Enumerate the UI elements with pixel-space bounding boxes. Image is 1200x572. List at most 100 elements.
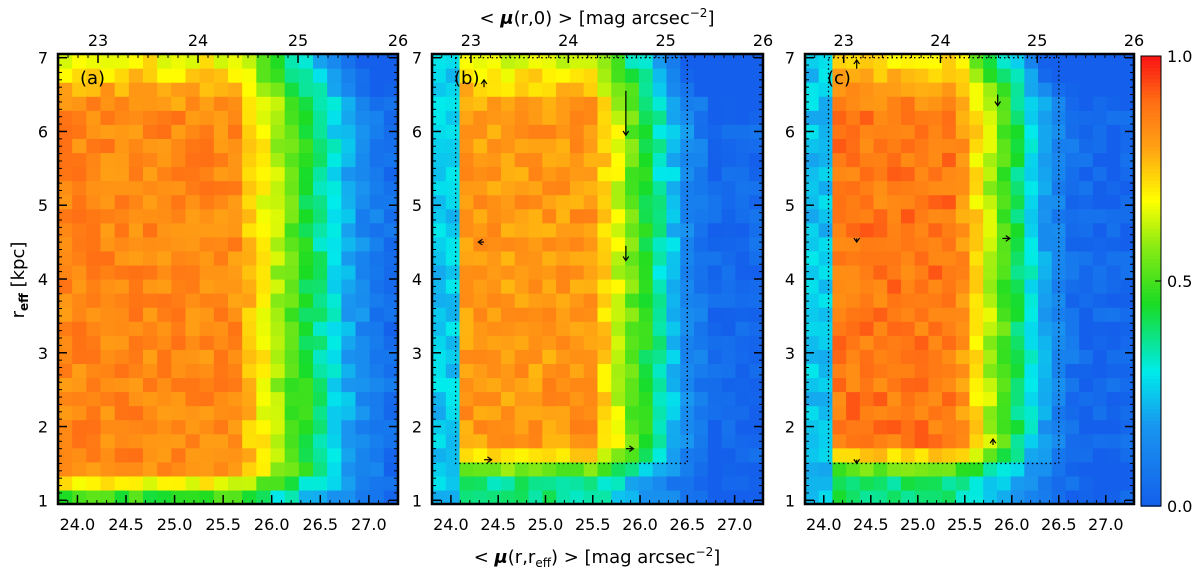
heatmap-cell <box>355 110 371 125</box>
heatmap-cell <box>242 166 257 182</box>
heatmap-cell <box>298 405 314 421</box>
heatmap-cell <box>355 489 371 505</box>
heatmap-cell <box>955 391 971 407</box>
heatmap-cell <box>58 363 73 379</box>
heatmap-cell <box>100 335 116 350</box>
heatmap-cell <box>638 419 654 435</box>
heatmap-cell <box>341 461 357 477</box>
top-axis-title: < μ(r,0) > [mag arcsec−2] <box>480 6 715 29</box>
heatmap-cell <box>383 405 399 421</box>
heatmap-cell <box>694 68 709 83</box>
heatmap-cell <box>213 405 229 421</box>
heatmap-cell <box>114 82 130 97</box>
heatmap-cell <box>459 475 474 491</box>
heatmap-cell <box>735 138 750 154</box>
heatmap-cell <box>887 54 902 69</box>
colorbar-segment <box>1141 393 1161 399</box>
heatmap-cell <box>143 250 158 266</box>
heatmap-cell <box>157 110 172 125</box>
heatmap-cell <box>805 250 820 266</box>
heatmap-cell <box>1010 68 1025 83</box>
heatmap-cell <box>969 419 984 435</box>
heatmap-cell <box>556 166 571 182</box>
heatmap-cell <box>128 124 144 139</box>
heatmap-cell <box>313 236 328 252</box>
heatmap-cell <box>284 475 300 491</box>
heatmap-cell <box>996 419 1012 435</box>
heatmap-cell <box>171 349 187 364</box>
heatmap-cell <box>805 222 820 238</box>
heatmap-cell <box>611 433 626 449</box>
heatmap-cell <box>805 110 820 125</box>
colorbar-segment <box>1141 449 1161 455</box>
heatmap-cell <box>597 377 612 393</box>
heatmap-cell <box>832 391 847 407</box>
heatmap-cell <box>58 236 73 252</box>
heatmap-cell <box>1092 250 1108 266</box>
heatmap-cell <box>735 82 750 97</box>
heatmap-cell <box>583 279 599 294</box>
heatmap-cell <box>256 208 272 224</box>
heatmap-cell <box>887 475 902 491</box>
colorbar-segment <box>1141 378 1161 384</box>
heatmap-cell <box>487 349 502 364</box>
colorbar-segment <box>1141 239 1161 245</box>
colorbar-segment <box>1141 401 1161 406</box>
heatmap-cell <box>556 152 571 168</box>
heatmap-cell <box>652 194 668 210</box>
heatmap-cell <box>583 489 599 505</box>
heatmap-cell <box>721 82 737 97</box>
heatmap-cell <box>327 264 342 280</box>
heatmap-cell <box>942 82 957 97</box>
heatmap-cell <box>72 461 87 477</box>
heatmap-cell <box>86 447 102 463</box>
heatmap-cell <box>625 349 640 364</box>
heatmap-cell <box>528 264 543 280</box>
heatmap-cell <box>983 236 998 252</box>
heatmap-cell <box>228 152 243 168</box>
heatmap-cell <box>383 96 399 111</box>
heatmap-cell <box>749 405 764 421</box>
heatmap-cell <box>432 250 447 266</box>
heatmap-cell <box>100 68 116 83</box>
heatmap-cell <box>900 194 916 210</box>
heatmap-cell <box>459 489 474 505</box>
heatmap-cell <box>341 321 357 336</box>
heatmap-cell <box>556 349 571 364</box>
heatmap-cell <box>114 208 130 224</box>
heatmap-cell <box>928 222 943 238</box>
heatmap-cell <box>445 68 461 83</box>
heatmap-cell <box>569 68 585 83</box>
heatmap-cell <box>1065 335 1080 350</box>
heatmap-cell <box>313 208 328 224</box>
heatmap-cell <box>1092 68 1108 83</box>
heatmap-cell <box>583 349 599 364</box>
heatmap-cell <box>583 166 599 182</box>
heatmap-cell <box>298 82 314 97</box>
heatmap-cell <box>721 250 737 266</box>
heatmap-cell <box>666 250 681 266</box>
heatmap-cell <box>666 377 681 393</box>
heatmap-cell <box>652 447 668 463</box>
heatmap-cell <box>327 293 342 308</box>
heatmap-cell <box>445 138 461 154</box>
heatmap-cell <box>652 250 668 266</box>
heatmap-cell <box>341 447 357 463</box>
heatmap-cell <box>528 363 543 379</box>
heatmap-cell <box>569 194 585 210</box>
heatmap-cell <box>445 419 461 435</box>
heatmap-cell <box>58 264 73 280</box>
heatmap-cell <box>514 335 530 350</box>
heatmap-cell <box>542 124 557 139</box>
heatmap-cell <box>157 124 172 139</box>
heatmap-cell <box>721 461 737 477</box>
heatmap-cell <box>638 110 654 125</box>
heatmap-cell <box>805 194 820 210</box>
heatmap-cell <box>694 138 709 154</box>
heatmap-cell <box>1092 475 1108 491</box>
heatmap-cell <box>157 236 172 252</box>
heatmap-cell <box>721 166 737 182</box>
heatmap-cell <box>873 377 888 393</box>
heatmap-cell <box>369 250 385 266</box>
heatmap-cell <box>914 447 929 463</box>
